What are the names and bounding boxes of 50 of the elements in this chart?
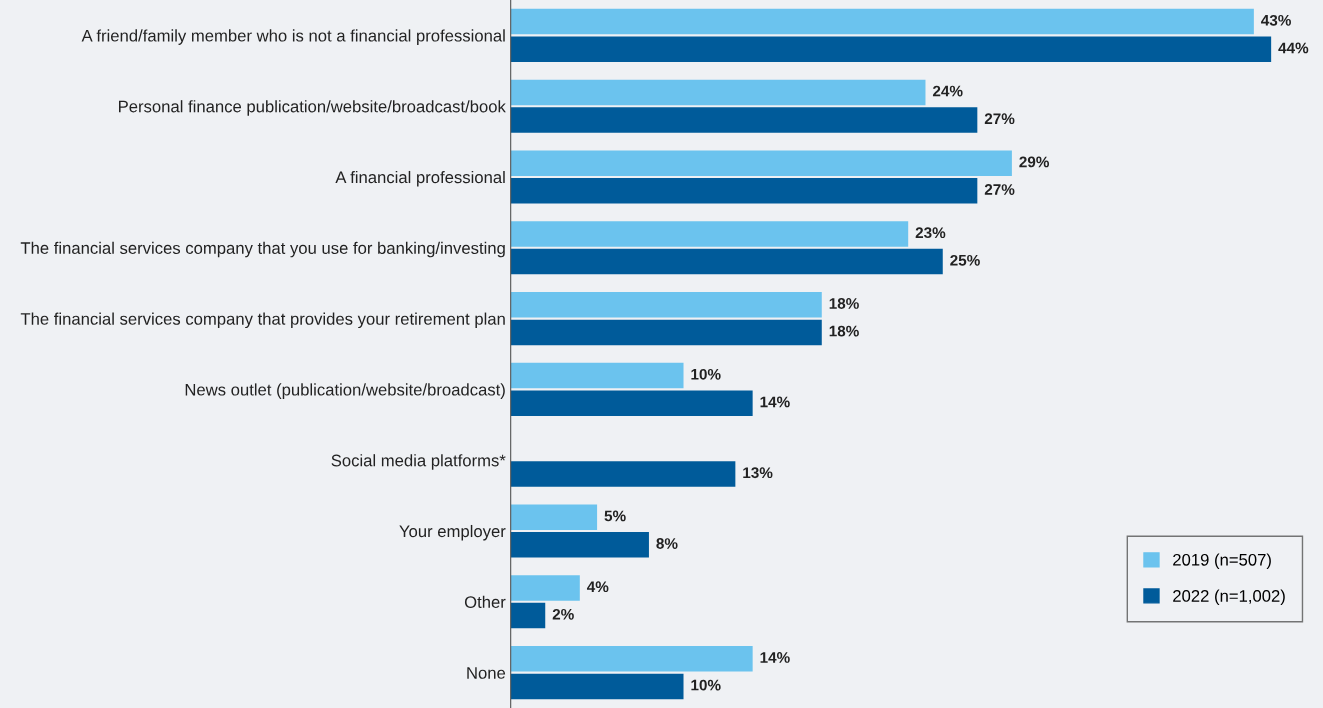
data-label: 27% bbox=[984, 113, 1015, 125]
y-tick-label: Other bbox=[464, 595, 506, 608]
y-tick-label: A financial professional bbox=[335, 170, 505, 187]
bar bbox=[510, 532, 649, 558]
legend-label: 2022 (n=1,002) bbox=[1173, 589, 1285, 606]
y-tick-label: Personal finance publication/website/broadcast/book bbox=[119, 100, 506, 116]
data-label: 24% bbox=[932, 85, 963, 97]
bar bbox=[510, 390, 753, 416]
data-label: 14% bbox=[760, 396, 790, 408]
data-label: 18% bbox=[829, 298, 859, 309]
bar bbox=[510, 292, 822, 318]
y-tick-label: The financial services company that provides your retirement plan bbox=[20, 312, 505, 329]
data-label: 43% bbox=[1261, 14, 1291, 26]
data-label: 18% bbox=[829, 325, 859, 337]
bar bbox=[510, 36, 1272, 62]
bar bbox=[510, 248, 943, 275]
data-label: 2% bbox=[552, 608, 574, 620]
data-label: 10% bbox=[691, 679, 721, 691]
bar bbox=[510, 362, 684, 389]
y-tick-label: Social media platforms* bbox=[331, 454, 506, 470]
bar bbox=[510, 461, 736, 487]
bar bbox=[510, 178, 978, 204]
bar bbox=[510, 602, 546, 629]
data-label: 14% bbox=[760, 652, 790, 663]
bar bbox=[510, 150, 1012, 176]
data-label: 25% bbox=[950, 254, 980, 266]
bar bbox=[510, 504, 598, 530]
data-label: 8% bbox=[656, 538, 678, 549]
data-label: 13% bbox=[743, 467, 773, 479]
y-tick-label: Your employer bbox=[399, 524, 506, 541]
data-label: 44% bbox=[1278, 42, 1309, 54]
bar bbox=[510, 221, 909, 247]
data-label: 10% bbox=[691, 368, 721, 380]
bar bbox=[510, 107, 978, 133]
data-label: 4% bbox=[586, 581, 609, 593]
bar bbox=[510, 575, 580, 601]
bar bbox=[510, 8, 1254, 35]
y-tick-label: None bbox=[467, 667, 506, 679]
bar bbox=[510, 79, 926, 106]
y-tick-label: The financial services company that you use for banking/investing bbox=[20, 241, 505, 258]
data-label: 29% bbox=[1019, 156, 1050, 168]
data-label: 27% bbox=[984, 184, 1015, 195]
bar bbox=[510, 646, 753, 672]
y-tick-label: News outlet (publication/website/broadcast) bbox=[185, 383, 505, 399]
bar bbox=[510, 673, 684, 700]
legend-label: 2019 (n=507) bbox=[1173, 553, 1271, 569]
y-tick-label: A friend/family member who is not a financial professional bbox=[81, 29, 505, 45]
data-label: 5% bbox=[604, 510, 626, 522]
data-label: 23% bbox=[915, 227, 946, 239]
bar bbox=[510, 319, 822, 346]
